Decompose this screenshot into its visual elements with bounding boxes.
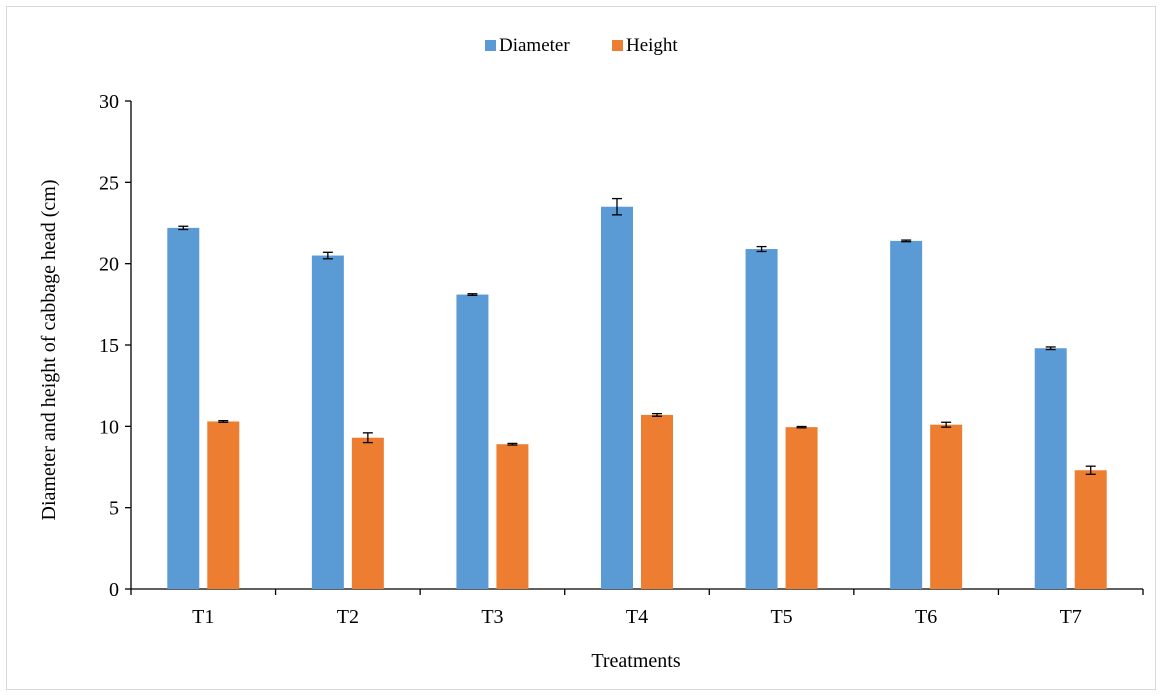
y-tick-label: 0 [109,579,119,601]
error-bar [796,425,807,429]
y-tick-label: 30 [99,91,119,113]
legend: Diameter Height [485,35,678,56]
bar-diameter-t3 [456,294,489,589]
error-bar [901,239,912,243]
bar-height-t7 [1074,470,1107,589]
error-bar [218,419,229,423]
legend-swatch-height [612,40,623,51]
error-bar [322,251,333,260]
bar-height-t1 [207,421,240,589]
bar-diameter-t1 [167,227,200,589]
bar-height-t3 [496,444,529,589]
bar-diameter-t2 [311,255,344,590]
bar-height-t2 [351,437,384,589]
y-tick-label: 10 [99,416,119,438]
error-bar [467,293,478,297]
bar-height-t4 [641,414,673,589]
error-bar [507,442,518,446]
legend-label-height: Height [626,35,678,56]
error-bar [362,432,373,444]
x-tick-label: T1 [192,606,214,628]
x-axis: T1 T2 T3 T4 T5 T6 T7 [130,588,1144,628]
bar-diameter-t6 [890,240,923,590]
error-bar [652,412,662,417]
y-tick-label: 15 [99,335,119,357]
error-bar [1085,465,1096,475]
bar-height-t6 [930,424,963,589]
y-tick-label: 20 [99,254,119,276]
x-tick-label: T5 [770,606,792,628]
legend-label-diameter: Diameter [499,35,570,56]
error-bar [941,421,952,428]
y-axis: 0 5 10 15 20 25 30 [99,91,132,601]
x-tick-label: T6 [915,606,937,628]
x-tick-label: T2 [337,606,359,628]
x-axis-title: Treatments [591,650,680,672]
x-tick-label: T4 [626,606,648,628]
y-tick-label: 5 [109,498,119,520]
x-tick-label: T7 [1060,606,1082,628]
error-bar [178,225,189,231]
bar-diameter-t5 [745,249,778,589]
bar-diameter-t4 [601,206,633,589]
chart-container: Diameter Height 0 5 10 15 20 25 30 T1 T2 T3 T4 T5 T… [6,6,1156,690]
x-tick-label: T3 [481,606,503,628]
y-axis-title: Diameter and height of cabbage head (cm) [38,180,60,521]
error-bar [1045,346,1056,351]
bar-height-t5 [785,427,818,589]
error-bar [756,245,767,253]
error-bar [612,197,622,216]
y-tick-label: 25 [99,172,119,194]
bar-series [167,197,1107,590]
legend-swatch-diameter [485,40,496,51]
bar-diameter-t7 [1034,348,1067,589]
